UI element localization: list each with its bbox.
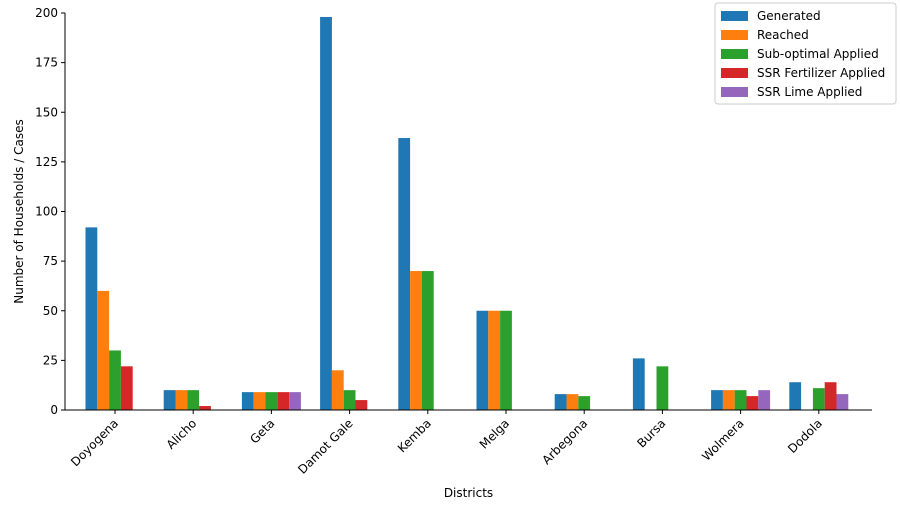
bar bbox=[398, 138, 411, 410]
bar bbox=[632, 358, 645, 410]
legend-label: Generated bbox=[757, 9, 821, 23]
bar bbox=[343, 390, 356, 410]
bar bbox=[120, 366, 133, 410]
x-tick-label: Kemba bbox=[395, 416, 434, 455]
legend-swatch bbox=[721, 68, 748, 78]
legend-box bbox=[714, 2, 897, 105]
bar bbox=[812, 388, 825, 410]
bar bbox=[97, 290, 110, 410]
x-tick-label: Melga bbox=[477, 416, 512, 451]
legend-label: Reached bbox=[757, 28, 809, 42]
y-ticks: 0 25 50 75 100 125 150 175 200 bbox=[35, 6, 65, 417]
bar bbox=[265, 392, 278, 410]
x-axis-label: Districts bbox=[444, 486, 493, 500]
bar bbox=[722, 390, 735, 410]
bar bbox=[253, 392, 266, 410]
legend: Generated Reached Sub-optimal Applied SSR F… bbox=[714, 2, 897, 105]
bar bbox=[836, 394, 849, 410]
bar bbox=[331, 370, 344, 410]
bars-layer bbox=[85, 16, 849, 410]
legend-swatch bbox=[721, 87, 748, 97]
bar bbox=[500, 310, 512, 410]
legend-swatch bbox=[721, 11, 748, 21]
legend-swatch bbox=[721, 30, 748, 40]
y-tick-label: 25 bbox=[43, 353, 58, 367]
bar bbox=[421, 271, 434, 410]
bar bbox=[109, 350, 121, 410]
legend-label: SSR Lime Applied bbox=[757, 85, 862, 99]
x-tick-label: Geta bbox=[247, 416, 277, 446]
bar bbox=[789, 382, 802, 410]
bar bbox=[711, 390, 723, 410]
y-axis-label: Number of Households / Cases bbox=[12, 119, 26, 303]
y-tick-label: 75 bbox=[43, 254, 58, 268]
y-tick-label: 0 bbox=[50, 403, 58, 417]
bar bbox=[554, 394, 567, 410]
bar bbox=[277, 392, 290, 410]
bar bbox=[355, 400, 368, 410]
bar bbox=[566, 394, 579, 410]
bar bbox=[320, 16, 332, 410]
legend-swatch bbox=[721, 49, 748, 59]
y-tick-label: 200 bbox=[35, 6, 58, 20]
bar bbox=[476, 310, 489, 410]
x-tick-label: Damot Gale bbox=[295, 416, 355, 476]
y-tick-label: 100 bbox=[35, 205, 58, 219]
y-tick-label: 150 bbox=[35, 105, 58, 119]
bar bbox=[656, 366, 669, 410]
bar bbox=[410, 271, 422, 410]
y-tick-label: 125 bbox=[35, 155, 58, 169]
bar bbox=[734, 390, 747, 410]
legend-label: Sub-optimal Applied bbox=[757, 47, 879, 61]
bar bbox=[578, 396, 591, 410]
x-tick-label: Wolmera bbox=[699, 416, 747, 464]
x-tick-label: Dodola bbox=[785, 416, 825, 456]
x-tick-label: Bursa bbox=[634, 416, 668, 450]
bar bbox=[175, 390, 188, 410]
bar bbox=[488, 310, 501, 410]
bar bbox=[85, 227, 98, 410]
bar bbox=[758, 390, 771, 410]
legend-label: SSR Fertilizer Applied bbox=[757, 66, 885, 80]
bar bbox=[824, 382, 837, 410]
x-ticks: Doyogena Alicho Geta Damot Gale Kemba Melga Ar… bbox=[68, 410, 825, 477]
x-tick-label: Arbegona bbox=[539, 416, 590, 467]
y-tick-label: 175 bbox=[35, 56, 58, 70]
bar bbox=[241, 392, 254, 410]
bar bbox=[746, 396, 759, 410]
y-tick-label: 50 bbox=[43, 304, 58, 318]
x-tick-label: Alicho bbox=[164, 416, 200, 452]
x-tick-label: Doyogena bbox=[68, 416, 121, 469]
bar bbox=[199, 406, 211, 410]
bar bbox=[163, 390, 176, 410]
bar bbox=[187, 390, 200, 410]
bar bbox=[289, 392, 301, 410]
